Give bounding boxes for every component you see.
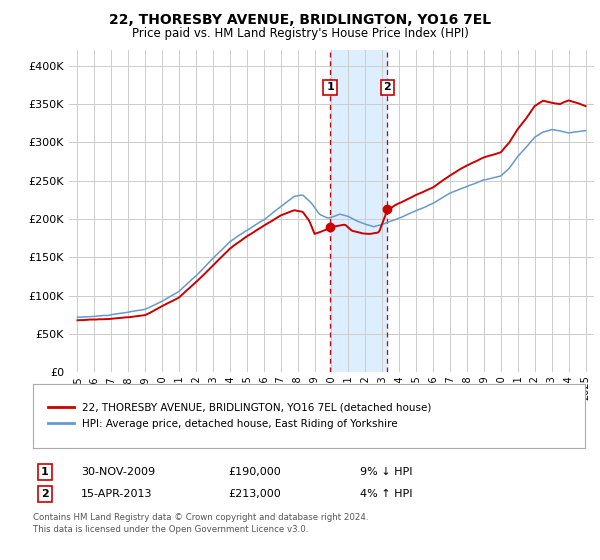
Text: 2: 2 bbox=[383, 82, 391, 92]
Text: 4% ↑ HPI: 4% ↑ HPI bbox=[360, 489, 413, 499]
Text: £190,000: £190,000 bbox=[228, 467, 281, 477]
Text: This data is licensed under the Open Government Licence v3.0.: This data is licensed under the Open Gov… bbox=[33, 525, 308, 534]
Text: 1: 1 bbox=[326, 82, 334, 92]
Text: 1: 1 bbox=[41, 467, 49, 477]
Text: 15-APR-2013: 15-APR-2013 bbox=[81, 489, 152, 499]
Text: £213,000: £213,000 bbox=[228, 489, 281, 499]
Bar bbox=[330, 50, 387, 372]
Text: Price paid vs. HM Land Registry's House Price Index (HPI): Price paid vs. HM Land Registry's House … bbox=[131, 27, 469, 40]
Text: 2: 2 bbox=[41, 489, 49, 499]
Text: 22, THORESBY AVENUE, BRIDLINGTON, YO16 7EL: 22, THORESBY AVENUE, BRIDLINGTON, YO16 7… bbox=[109, 13, 491, 27]
Legend: 22, THORESBY AVENUE, BRIDLINGTON, YO16 7EL (detached house), HPI: Average price,: 22, THORESBY AVENUE, BRIDLINGTON, YO16 7… bbox=[44, 399, 436, 433]
Text: Contains HM Land Registry data © Crown copyright and database right 2024.: Contains HM Land Registry data © Crown c… bbox=[33, 513, 368, 522]
Text: 30-NOV-2009: 30-NOV-2009 bbox=[81, 467, 155, 477]
Text: 9% ↓ HPI: 9% ↓ HPI bbox=[360, 467, 413, 477]
